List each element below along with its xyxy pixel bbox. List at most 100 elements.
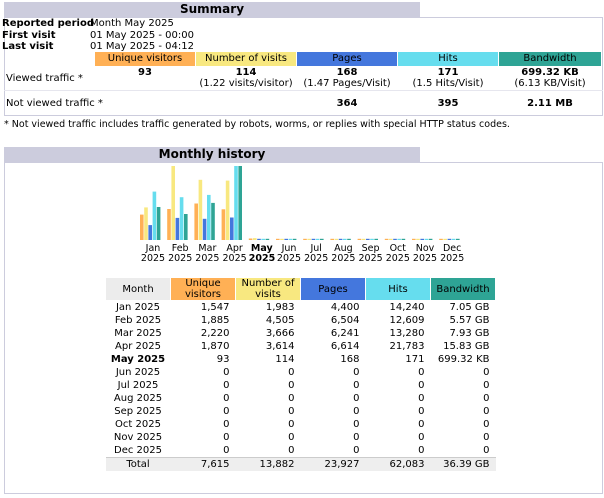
value-cell: 0 (483, 367, 490, 378)
value-cell: 0 (223, 406, 230, 417)
chart-bar-pg (338, 238, 343, 240)
total-value: 7,615 (170, 457, 236, 471)
value-cell: 0 (418, 445, 425, 456)
chart-month-label: Mar 2025 (194, 244, 220, 264)
chart-month-year: 2025 (440, 253, 465, 264)
table-row: Jul 2025 0 0 0 0 0 (106, 379, 496, 392)
col-pages: Pages (300, 277, 366, 301)
chart-bar-nv (389, 238, 393, 240)
chart-bar-uv (384, 238, 389, 240)
value-cell: 0 (288, 432, 295, 443)
value-cell: 0 (288, 367, 295, 378)
chart-month-name: Dec (442, 243, 462, 254)
value-cell: 0 (288, 445, 295, 456)
value-cell: 0 (223, 419, 230, 430)
chart-bar-hi (451, 238, 456, 240)
header-unique-visitors: Unique visitors (95, 52, 195, 66)
value-cell: 0 (418, 393, 425, 404)
chart-month-name: Oct (389, 243, 407, 254)
chart-bar-pg (175, 217, 180, 240)
value-cell: 21,783 (389, 341, 425, 352)
total-label: Total (105, 457, 171, 471)
value-cell: 0 (353, 419, 360, 430)
viewed-bandwidth-sub: (6.13 KB/Visit) (514, 78, 586, 89)
viewed-hits: 171 (437, 67, 459, 78)
chart-month-year: 2025 (140, 253, 166, 264)
summary-title: Summary (4, 2, 420, 17)
value-cell: 0 (353, 445, 360, 456)
chart-bar-pg (148, 225, 152, 240)
table-total-row: Total 7,615 13,882 23,927 62,083 36.39 GB (105, 457, 496, 471)
chart-month-label: Jun 2025 (276, 244, 302, 264)
chart-bar-hi (288, 238, 293, 240)
value-cell: 0 (353, 380, 360, 391)
col-unique-visitors: Unique visitors (170, 277, 236, 301)
chart-month-year: 2025 (412, 253, 438, 264)
value-cell: 168 (340, 354, 360, 365)
chart-month-label: Feb 2025 (167, 244, 193, 264)
value-cell: 15.83 GB (443, 341, 490, 352)
monthly-history-title: Monthly history (4, 147, 420, 162)
value-cell: 114 (275, 354, 295, 365)
value-cell: 7.93 GB (449, 328, 490, 339)
chart-bar-hi (424, 238, 429, 240)
table-row: Aug 2025 0 0 0 0 0 (106, 392, 496, 405)
first-visit-value: 01 May 2025 - 00:00 (90, 30, 194, 41)
summary-panel (4, 17, 603, 116)
chart-bar-nv (307, 238, 311, 240)
table-row: Feb 2025 1,885 4,505 6,504 12,609 5.57 GB (106, 314, 496, 327)
col-number-of-visits: Number of visits (235, 277, 301, 301)
chart-month-name: Feb (171, 243, 189, 254)
header-number-of-visits: Number of visits (196, 52, 296, 66)
chart-month-label: May 2025 (249, 244, 275, 264)
chart-bar-hi (207, 194, 211, 240)
header-pages: Pages (297, 52, 397, 66)
chart-bar-uv (221, 209, 226, 240)
chart-bar-nv (198, 179, 203, 240)
viewed-bandwidth: 699.32 KB (521, 67, 579, 78)
chart-month-label: Dec 2025 (439, 244, 465, 264)
chart-bar-bw (428, 238, 433, 240)
chart-bar-nv (334, 238, 339, 240)
value-cell: 0 (418, 380, 425, 391)
chart-month-year: 2025 (248, 253, 276, 264)
chart-bar-uv (330, 238, 334, 240)
value-cell: 0 (483, 393, 490, 404)
value-cell: 0 (353, 406, 360, 417)
chart-month-name: Sep (361, 243, 380, 254)
col-bandwidth: Bandwidth (430, 277, 496, 301)
chart-bar-bw (156, 207, 161, 240)
chart-bar-nv (171, 166, 175, 240)
table-row: May 2025 93 114 168 171 699.32 KB (106, 353, 496, 366)
chart-month-name: Apr (226, 243, 243, 254)
viewed-pages: 168 (336, 67, 358, 78)
chart-month-label: Oct 2025 (385, 244, 411, 264)
viewed-visits-sub: (1.22 visits/visitor) (199, 78, 293, 89)
chart-month-label: Jan 2025 (140, 244, 166, 264)
viewed-visits: 114 (235, 67, 257, 78)
month-cell: Mar 2025 (114, 328, 162, 339)
chart-bar-nv (253, 238, 257, 240)
chart-month-name: Nov (415, 243, 435, 254)
total-value: 62,083 (365, 457, 431, 471)
value-cell: 0 (288, 406, 295, 417)
table-row: Oct 2025 0 0 0 0 0 (106, 418, 496, 431)
chart-month-name: May (250, 243, 273, 254)
chart-bar-bw (238, 166, 242, 240)
value-cell: 0 (223, 445, 230, 456)
chart-bar-pg (420, 238, 424, 240)
table-row: Apr 2025 1,870 3,614 6,614 21,783 15.83 GB (106, 340, 496, 353)
value-cell: 1,547 (200, 302, 230, 313)
value-cell: 0 (288, 380, 295, 391)
viewed-traffic-label: Viewed traffic * (6, 73, 83, 84)
chart-bar-uv (357, 238, 362, 240)
total-value: 13,882 (235, 457, 301, 471)
first-visit-label: First visit (2, 30, 56, 41)
value-cell: 0 (418, 406, 425, 417)
month-cell: Dec 2025 (114, 445, 162, 456)
chart-bar-bw (320, 238, 324, 240)
value-cell: 13,280 (389, 328, 425, 339)
value-cell: 1,983 (265, 302, 295, 313)
chart-bar-hi (261, 238, 265, 240)
chart-bar-hi (370, 238, 374, 240)
